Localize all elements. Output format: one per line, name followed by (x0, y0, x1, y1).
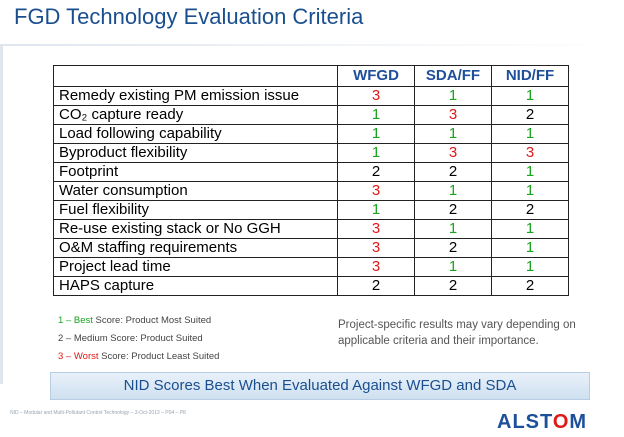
score-cell-nid-ff: 1 (491, 219, 569, 239)
table-body: Remedy existing PM emission issue 3 1 1 CO₂ … (53, 86, 569, 296)
legend-grade: Worst (73, 351, 99, 362)
score-cell-wfgd: 1 (337, 143, 415, 163)
column-header-sda-ff: SDA/FF (414, 65, 492, 87)
legend-num: 3 (58, 351, 64, 362)
score-cell-wfgd: 2 (337, 162, 415, 182)
score-cell-wfgd: 3 (337, 181, 415, 201)
legend-text: Score: Product Most Suited (92, 315, 212, 326)
slide-title: FGD Technology Evaluation Criteria (14, 4, 364, 29)
legend-item-best: 1 – Best Score: Product Most Suited (58, 312, 219, 330)
score-cell-nid-ff: 2 (491, 200, 569, 220)
score-cell-wfgd: 1 (337, 124, 415, 144)
score-cell-wfgd: 2 (337, 276, 415, 296)
criterion-label: Footprint (53, 162, 338, 182)
score-cell-wfgd: 1 (337, 105, 415, 125)
table-row: CO₂ capture ready 1 3 2 (53, 105, 569, 125)
column-header-nid-ff: NID/FF (491, 65, 569, 87)
legend-grade: Best (73, 315, 93, 326)
score-cell-nid-ff: 1 (491, 124, 569, 144)
criterion-label: Remedy existing PM emission issue (53, 86, 338, 106)
score-cell-sda-ff: 2 (414, 162, 492, 182)
title-divider (0, 44, 624, 46)
score-cell-nid-ff: 1 (491, 238, 569, 258)
column-header-wfgd: WFGD (337, 65, 415, 87)
criterion-label: CO₂ capture ready (53, 105, 338, 125)
criterion-label: Byproduct flexibility (53, 143, 338, 163)
table-row: Project lead time 3 1 1 (53, 257, 569, 277)
score-cell-nid-ff: 1 (491, 86, 569, 106)
legend-grade: Medium (73, 333, 108, 344)
evaluation-table: WFGD SDA/FF NID/FF Remedy existing PM em… (53, 65, 569, 296)
score-cell-wfgd: 1 (337, 200, 415, 220)
score-cell-wfgd: 3 (337, 238, 415, 258)
table-row: Re-use existing stack or No GGH 3 1 1 (53, 219, 569, 239)
conclusion-banner: NID Scores Best When Evaluated Against W… (50, 372, 590, 400)
criterion-label: Water consumption (53, 181, 338, 201)
legend-num: 2 (58, 333, 64, 344)
score-cell-sda-ff: 3 (414, 105, 492, 125)
legend-dash: – (63, 315, 74, 326)
disclaimer-note: Project-specific results may vary depend… (338, 319, 576, 347)
legend-item-medium: 2 – Medium Score: Product Suited (58, 330, 219, 348)
table-row: O&M staffing requirements 3 2 1 (53, 238, 569, 258)
score-cell-sda-ff: 3 (414, 143, 492, 163)
legend-item-worst: 3 – Worst Score: Product Least Suited (58, 348, 219, 366)
alstom-logo: ALSTOM (497, 411, 588, 433)
legend-text: Score: Product Least Suited (98, 351, 220, 362)
score-cell-sda-ff: 2 (414, 238, 492, 258)
criteria-header (53, 65, 338, 87)
score-cell-wfgd: 3 (337, 86, 415, 106)
score-cell-nid-ff: 2 (491, 276, 569, 296)
score-cell-sda-ff: 1 (414, 219, 492, 239)
legend-dash: – (63, 351, 74, 362)
score-cell-sda-ff: 1 (414, 181, 492, 201)
score-cell-sda-ff: 1 (414, 124, 492, 144)
table-header-row: WFGD SDA/FF NID/FF (53, 65, 569, 87)
score-cell-nid-ff: 2 (491, 105, 569, 125)
score-cell-nid-ff: 1 (491, 162, 569, 182)
table-row: Remedy existing PM emission issue 3 1 1 (53, 86, 569, 106)
criterion-label: Re-use existing stack or No GGH (53, 219, 338, 239)
score-cell-sda-ff: 2 (414, 276, 492, 296)
table-row: Water consumption 3 1 1 (53, 181, 569, 201)
score-cell-nid-ff: 1 (491, 257, 569, 277)
score-cell-nid-ff: 3 (491, 143, 569, 163)
legend-text: Score: Product Suited (107, 333, 203, 344)
criterion-label: Fuel flexibility (53, 200, 338, 220)
left-accent-bar (0, 44, 3, 384)
table-row: HAPS capture 2 2 2 (53, 276, 569, 296)
legend-dash: – (63, 333, 74, 344)
criterion-label: Project lead time (53, 257, 338, 277)
table-row: Byproduct flexibility 1 3 3 (53, 143, 569, 163)
legend-num: 1 (58, 315, 64, 326)
score-legend: 1 – Best Score: Product Most Suited 2 – … (58, 312, 219, 366)
score-cell-nid-ff: 1 (491, 181, 569, 201)
footer-text: NID – Modular and Multi-Pollutant Contro… (10, 410, 186, 416)
criterion-label: Load following capability (53, 124, 338, 144)
score-cell-wfgd: 3 (337, 257, 415, 277)
score-cell-sda-ff: 2 (414, 200, 492, 220)
score-cell-sda-ff: 1 (414, 86, 492, 106)
score-cell-sda-ff: 1 (414, 257, 492, 277)
table-row: Load following capability 1 1 1 (53, 124, 569, 144)
table-row: Fuel flexibility 1 2 2 (53, 200, 569, 220)
criterion-label: O&M staffing requirements (53, 238, 338, 258)
score-cell-wfgd: 3 (337, 219, 415, 239)
criterion-label: HAPS capture (53, 276, 338, 296)
table-row: Footprint 2 2 1 (53, 162, 569, 182)
